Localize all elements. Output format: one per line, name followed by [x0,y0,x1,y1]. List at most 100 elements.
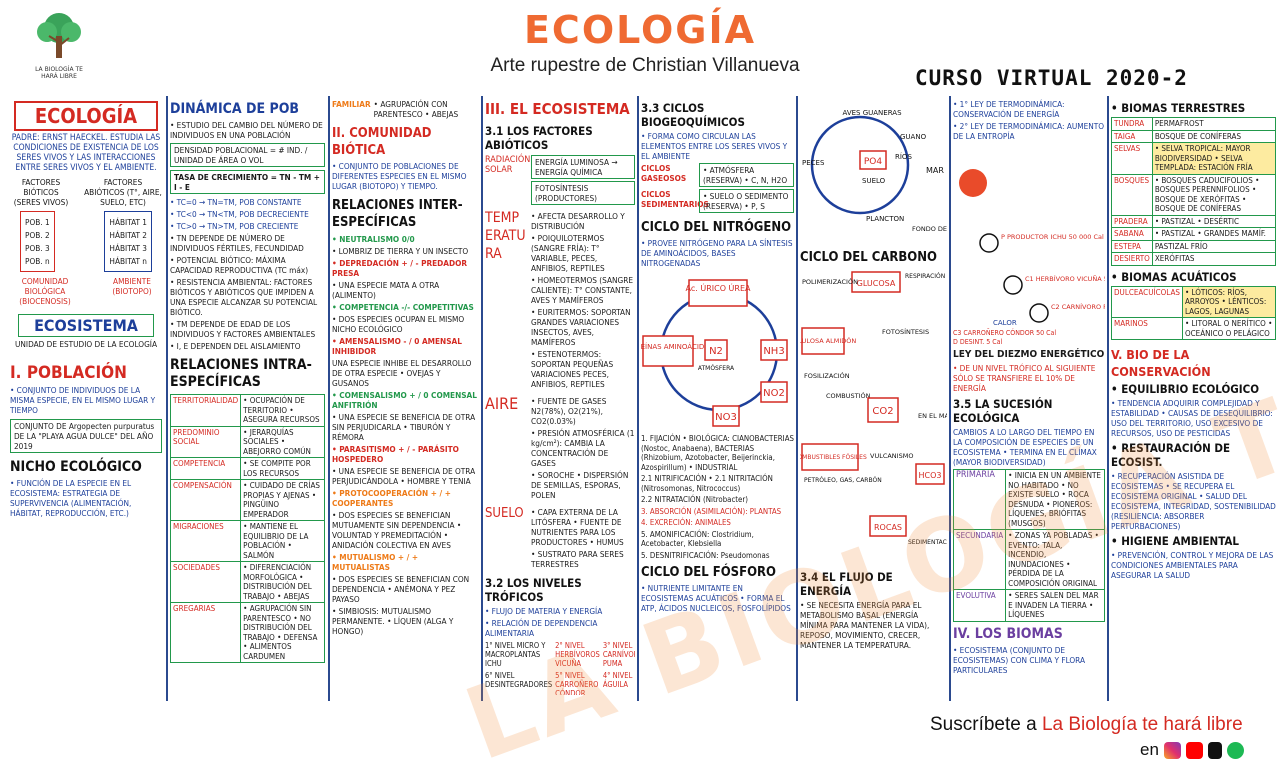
section-title-fosforo: CICLO DEL FÓSFORO [641,565,776,580]
cadena-trofica-diagram: P PRODUCTOR ICHU 50 000 Cal C1 HERBÍVORO… [959,169,1105,327]
inter-item: • AMENSALISMO - / 0 AMENSAL INHIBIDOR [332,336,462,356]
spotify-icon[interactable] [1226,741,1244,759]
node-hco3: HCO3 [919,471,942,480]
node-box [704,339,728,361]
equilibrio-definition: • TENDENCIA ADQUIRIR COMPLEJIDAD Y ESTAB… [1111,398,1273,438]
ecosistema-definition: UNIDAD DE ESTUDIO DE LA ECOLOGÍA [15,339,157,349]
column-biomas: • BIOMAS TERRESTRES TUNDRA PERMAFROST TAI… [1111,95,1276,695]
inter-item: • UNA ESPECIE SE BENEFICIA DE OTRA PERJU… [332,466,476,486]
node-celulosa: CELULOSA ALMIDÓN [800,336,856,345]
chain-extra: C3 CARROÑERO CÓNDOR 50 Cal D DESINT. 5 C… [953,329,1105,347]
restauracion-definition: • RECUPERACIÓN ASISTIDA DE ECOSISTEMAS •… [1111,471,1276,531]
densidad-formula: DENSIDAD POBLACIONAL = # IND. / UNIDAD D… [170,143,325,167]
diezmo-definition: • DE UN NIVEL TRÓFICO AL SIGUIENTE SÓLO … [953,363,1096,393]
table-row: COMPETENCIA • SE COMPITE POR LOS RECURSOS [170,457,325,480]
dinamica-item: • I, E DEPENDEN DEL AISLAMIENTO [170,341,301,351]
column-ecologia: ECOLOGÍA PADRE: ERNST HAECKEL. ESTUDIA L… [10,95,162,695]
dinamica-item: • TM DEPENDE DE EDAD DE LOS INDIVIDUOS Y… [170,319,316,339]
pob-item: POB. 1 [25,217,50,227]
footer-social: en [1140,740,1244,760]
label-vulcanismo: VULCANISMO [870,452,913,460]
node-box [760,381,788,403]
table-row: TERRITORIALIDAD • OCUPACIÓN DE TERRITORIO… [170,394,325,427]
ambiente-label: AMBIENTE (BIOTOPO) [112,276,152,296]
radiacion-item: FOTOSÍNTESIS (PRODUCTORES) [531,181,635,205]
temp-item: • POIQUILOTERMOS (SANGRE FRÍA): T° VARIA… [531,233,605,273]
section-title-ecologia: ECOLOGÍA [14,101,158,131]
brand-link[interactable]: La Biología te hará libre [1041,714,1243,735]
node-box [760,339,788,361]
habitats-box: HÁBITAT 1 HÁBITAT 2 HÁBITAT 3 HÁBITAT n [104,211,152,272]
column-divider [1107,96,1109,701]
subscribe-text: Suscríbete a [930,714,1037,735]
poblacion-definition: • CONJUNTO DE INDIVIDUOS DE LA MISMA ESP… [10,385,156,415]
table-row: ESTEPA PASTIZAL FRÍO [1111,239,1276,253]
node-n2: N2 [709,346,723,357]
sucesion-table: PRIMARIA • INICIA EN UN AMBIENTE NO HABIT… [953,469,1105,622]
ciclos-sedimentarios-items: • SUELO O SEDIMENTO (RESERVA) • P, S [699,189,794,213]
section-title-diezmo: LEY DEL DIEZMO ENERGÉTICO [953,349,1105,360]
section-title-ecosistema: ECOSISTEMA [18,314,154,337]
habitat-item: HÁBITAT 3 [109,243,147,253]
inter-item: UNA ESPECIE INHIBE EL DESARROLLO DE OTRA… [332,358,472,388]
temp-item: • HOMEOTERMOS (SANGRE CALIENTE): T° CONS… [531,275,633,305]
nitro-step: 3. ABSORCIÓN (ASIMILACIÓN): PLANTAS [641,506,782,516]
inter-item: • SIMBIOSIS: MUTUALISMO PERMANENTE. • LÍ… [332,606,454,636]
carbono-diagram: GLUCOSA RESPIRACIÓN CELULAR POLIMERIZACI… [800,271,947,546]
inter-item: • DOS ESPECIES SE BENEFICIAN MUTUAMENTE … [332,510,462,550]
cycle-ring [810,115,910,215]
acuaticos-table: DULCEACUÍCOLAS • LÓTICOS: RÍOS, ARROYOS •… [1111,285,1276,340]
aire-item: • PRESIÓN ATMOSFÉRICA (1 kg/cm²): CAMBIA… [531,428,635,468]
node-atmosfera: ATMÓSFERA [698,365,735,372]
aire-item: • SOROCHE • DISPERSIÓN DE SEMILLAS, ESPO… [531,470,629,500]
factors-row: FACTORES BIÓTICOS (SERES VIVOS) FACTORES… [10,177,162,207]
table-row: GREGARIAS • AGRUPACIÓN SIN PARENTESCO • N… [170,602,325,663]
section-title-intra: RELACIONES INTRA-ESPECÍFICAS [170,357,312,390]
section-title-restauracion: • RESTAURACIÓN DE ECOSIST. [1111,441,1231,469]
youtube-icon[interactable] [1185,741,1203,759]
label-fondo-mar: FONDO DEL MAR [912,225,947,233]
ciclos-gaseosos-items: • ATMÓSFERA (RESERVA) • C, N, H2O [699,163,794,187]
label-mar: MAR [926,166,944,175]
radiacion-item: ENERGÍA LUMINOSA → ENERGÍA QUÍMICA [531,155,635,179]
niveles-item: • RELACIÓN DE DEPENDENCIA ALIMENTARIA [485,618,598,638]
tiktok-icon[interactable] [1207,741,1222,759]
column-divider [637,96,639,701]
pob-item: POB. n [25,256,50,266]
course-label: CURSO VIRTUAL 2020-2 [915,66,1188,90]
radiacion-label: RADIACIÓN SOLAR [485,155,531,175]
section-title-nicho: NICHO ECOLÓGICO [10,459,142,475]
nitro-step: 2.2 NITRATACIÓN (Nitrobacter) [641,495,748,504]
dinamica-item: • TC=0 → TN=TM, POB CONSTANTE [170,197,302,207]
intra-table: TERRITORIALIDAD • OCUPACIÓN DE TERRITORIO… [170,394,325,663]
column-divider [328,96,330,701]
habitat-item: HÁBITAT 1 [109,217,147,227]
dinamica-item: • TC>0 → TN>TM, POB CRECIENTE [170,221,299,231]
instagram-icon[interactable] [1163,741,1181,759]
factores-abioticos: FACTORES ABIÓTICOS (T°, AIRE, SUELO, ETC… [84,177,162,207]
section-title-terrestres: • BIOMAS TERRESTRES [1111,101,1246,115]
node-box [867,397,899,423]
label-fosilizacion: FOSILIZACIÓN [804,371,850,380]
node-no3: NO3 [715,412,737,423]
node-box [801,327,845,355]
logo: LA BIOLOGÍA TE HARÁ LIBRE [28,10,90,92]
label-calor: CALOR [993,319,1017,327]
column-dinamica: DINÁMICA DE POB • ESTUDIO DEL CAMBIO DEL… [170,95,325,695]
header: LA BIOLOGÍA TE HARÁ LIBRE ECOLOGÍA Arte … [0,0,1280,95]
aire-label: AIRE [485,394,519,413]
temperatura-label: TEMPERATURA [485,210,526,262]
table-row: EVOLUTIVA • SERES SALEN DEL MAR E INVADEN… [953,589,1105,622]
section-title-higiene: • HIGIENE AMBIENTAL [1111,534,1239,548]
section-title-ecosistema-iii: III. EL ECOSISTEMA [485,100,630,118]
pob-habitat-diagram: POB. 1 POB. 2 POB. 3 POB. n HÁBITAT 1 HÁ… [10,211,162,272]
node-box [869,515,907,537]
section-title-comunidad: II. COMUNIDAD BIÓTICA [332,126,432,158]
suelo-row: SUELO • CAPA EXTERNA DE LA LITÓSFERA • F… [485,505,635,571]
nicho-definition: • FUNCIÓN DE LA ESPECIE EN EL ECOSISTEMA… [10,478,132,518]
inter-item: • DEPREDACIÓN + / - PREDADOR PRESA [332,258,468,278]
column-carbono: AVES GUANERAS GUANO PO4 RÍOS SUELO MAR P… [800,95,947,695]
inter-item: • LOMBRIZ DE TIERRA Y UN INSECTO [332,246,469,256]
table-row: PREDOMINIO SOCIAL • JERARQUÍAS SOCIALES •… [170,425,325,458]
